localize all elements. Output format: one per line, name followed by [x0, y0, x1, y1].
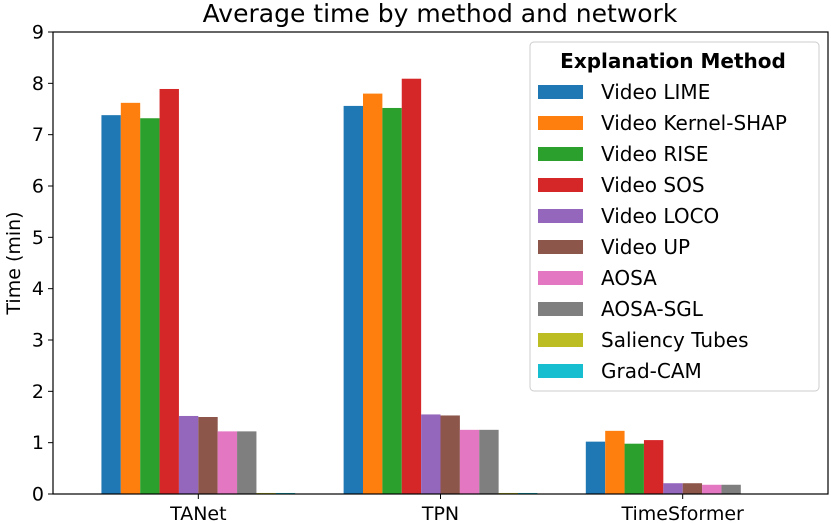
x-axis: TANet TPN TimeSformer — [169, 494, 744, 523]
legend: Explanation Method Video LIME Video Kerne… — [529, 41, 820, 392]
legend-swatch — [538, 209, 583, 223]
legend-label: Video Kernel-SHAP — [601, 111, 787, 135]
bar-aosa-tpn — [459, 429, 480, 494]
legend-swatch — [538, 271, 583, 285]
bar-video-sos-tpn — [401, 78, 422, 495]
y-tick-label: 1 — [32, 432, 44, 454]
y-tick-label: 5 — [32, 227, 44, 249]
legend-swatch — [538, 302, 583, 316]
legend-swatch — [538, 364, 583, 378]
bar-video-kernel-shap-tanet — [120, 102, 141, 494]
y-axis: 0 1 2 3 4 5 6 7 8 9 — [32, 22, 53, 506]
bar-video-loco-tpn — [421, 414, 441, 494]
bar-video-lime-tanet — [101, 115, 121, 494]
bar-video-lime-timesformer — [585, 441, 606, 494]
legend-swatch — [538, 147, 583, 161]
bar-video-kernel-shap-tpn — [363, 93, 383, 494]
legend-label: AOSA-SGL — [601, 297, 704, 321]
legend-label: Video LOCO — [601, 204, 719, 228]
bar-video-rise-tpn — [382, 107, 402, 494]
bar-video-up-tanet — [198, 417, 218, 494]
y-tick-label: 4 — [32, 278, 44, 300]
bars-group — [101, 78, 741, 495]
bar-aosa-sgl-timesformer — [721, 484, 741, 494]
x-tick-label: TANet — [169, 503, 226, 523]
bar-aosa-tanet — [217, 431, 238, 494]
bar-video-lime-tpn — [343, 105, 363, 495]
bar-video-sos-timesformer — [643, 440, 664, 494]
x-tick-label: TPN — [421, 503, 459, 523]
legend-label: Video SOS — [601, 173, 705, 197]
bar-aosa-sgl-tpn — [479, 429, 499, 494]
chart-title: Average time by method and network — [203, 0, 678, 28]
legend-label: Video UP — [601, 235, 690, 259]
bar-video-up-tpn — [440, 415, 460, 494]
legend-swatch — [538, 178, 583, 192]
bar-video-rise-tanet — [140, 118, 160, 495]
legend-swatch — [538, 85, 583, 99]
bar-aosa-sgl-tanet — [237, 431, 257, 494]
y-tick-label: 6 — [32, 176, 44, 198]
bar-video-loco-tanet — [178, 415, 199, 494]
bar-video-loco-timesformer — [663, 483, 683, 494]
y-tick-label: 2 — [32, 381, 44, 403]
legend-label: Saliency Tubes — [601, 328, 749, 352]
legend-label: Grad-CAM — [601, 359, 702, 383]
bar-video-kernel-shap-timesformer — [605, 430, 625, 494]
y-tick-label: 8 — [32, 73, 44, 95]
legend-swatch — [538, 116, 583, 130]
legend-swatch — [538, 240, 583, 254]
x-tick-label: TimeSformer — [621, 503, 745, 523]
bar-video-up-timesformer — [682, 483, 703, 494]
y-tick-label: 7 — [32, 124, 44, 146]
y-axis-label: Time (min) — [3, 211, 25, 315]
legend-label: Video LIME — [601, 80, 710, 104]
y-tick-label: 3 — [32, 330, 44, 352]
legend-title: Explanation Method — [560, 49, 786, 73]
y-tick-label: 9 — [32, 22, 44, 44]
legend-label: AOSA — [601, 266, 657, 290]
bar-aosa-timesformer — [702, 484, 722, 494]
legend-frame — [529, 41, 820, 392]
legend-label: Video RISE — [601, 142, 709, 166]
legend-swatch — [538, 333, 583, 347]
bar-video-sos-tanet — [159, 88, 179, 494]
y-tick-label: 0 — [32, 484, 44, 506]
bar-video-rise-timesformer — [624, 443, 644, 494]
